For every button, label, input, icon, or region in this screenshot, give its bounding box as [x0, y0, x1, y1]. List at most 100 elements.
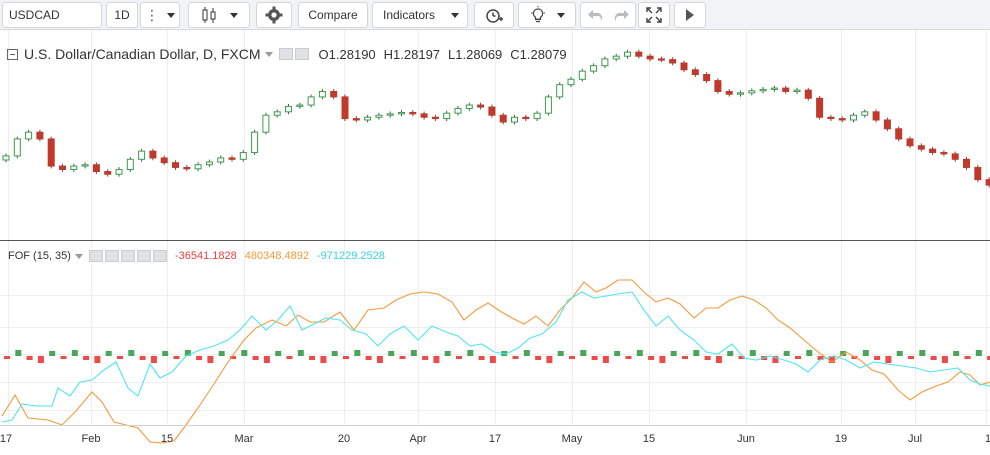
- histogram-bar: [218, 351, 225, 356]
- histogram-bar: [365, 356, 372, 360]
- candle-body: [115, 168, 123, 175]
- histogram-bar: [828, 356, 835, 363]
- histogram-bar: [749, 350, 756, 356]
- candle-body: [556, 84, 564, 98]
- candle-body: [917, 145, 925, 150]
- close-icon[interactable]: [152, 250, 167, 262]
- histogram-bar: [919, 350, 926, 356]
- histogram-bar: [614, 351, 621, 356]
- chevron-down-icon[interactable]: [74, 253, 83, 259]
- histogram-bar: [885, 356, 892, 363]
- open-label: O: [318, 46, 329, 62]
- candle-body: [567, 78, 575, 86]
- histogram-bar: [71, 350, 78, 356]
- candle-body: [454, 107, 462, 114]
- eye-icon[interactable]: [88, 250, 103, 262]
- histogram-bar: [117, 356, 123, 359]
- candle-body: [963, 158, 970, 168]
- chevron-down-icon[interactable]: [264, 51, 273, 57]
- histogram-bar: [580, 350, 587, 356]
- histogram-bar: [975, 350, 982, 356]
- undo-redo-group: [580, 2, 636, 28]
- gear-icon[interactable]: [294, 48, 309, 60]
- histogram-bar: [693, 350, 700, 356]
- histogram-bar: [569, 356, 575, 359]
- alert-button[interactable]: [474, 2, 514, 28]
- replay-button[interactable]: [674, 2, 706, 28]
- candle-body: [70, 165, 78, 170]
- time-axis[interactable]: 17 Feb 15 Mar 20 Apr 17 May 15 Jun 19 Jul 1: [0, 433, 990, 445]
- candle-body: [160, 157, 168, 164]
- fullscreen-icon: [646, 7, 662, 23]
- price-candles: [2, 49, 990, 188]
- histogram-bar: [456, 356, 462, 359]
- gear-icon[interactable]: [104, 250, 119, 262]
- time-axis-label: May: [562, 433, 583, 445]
- histogram-bar: [546, 356, 553, 363]
- redo-icon[interactable]: [614, 8, 630, 22]
- candle-body: [2, 155, 10, 161]
- histogram-bar: [806, 350, 813, 356]
- open-value: 1.28190: [328, 46, 376, 62]
- candle-body: [838, 118, 846, 121]
- fullscreen-button[interactable]: [638, 2, 670, 28]
- symbol-search-input[interactable]: USDCAD: [2, 2, 102, 28]
- candle-body: [262, 114, 270, 133]
- undo-icon[interactable]: [587, 8, 603, 22]
- histogram-bar: [128, 350, 135, 356]
- compare-button[interactable]: Compare: [298, 2, 368, 28]
- candle-body: [285, 105, 292, 113]
- lightbulb-icon: [531, 6, 545, 23]
- source-code-icon[interactable]: [120, 250, 135, 262]
- candle-body: [217, 157, 225, 163]
- chart-area[interactable]: 17 Feb 15 Mar 20 Apr 17 May 15 Jun 19 Jul 1 U.S. Dol…: [0, 30, 990, 455]
- candle-body: [872, 111, 880, 121]
- compare-label: Compare: [308, 8, 358, 22]
- candle-body: [477, 104, 485, 108]
- candle-body: [47, 138, 55, 167]
- candle-body: [612, 55, 620, 60]
- eye-icon[interactable]: [278, 48, 293, 60]
- histogram-bar: [591, 356, 598, 360]
- chart-style-button[interactable]: [188, 2, 250, 28]
- candle-body: [748, 90, 756, 94]
- candle-body: [770, 87, 778, 90]
- candle-body: [669, 59, 677, 64]
- chart-canvas[interactable]: 17 Feb 15 Mar 20 Apr 17 May 15 Jun 19 Jul 1: [0, 30, 990, 455]
- histogram-bar: [670, 351, 677, 356]
- candle-body: [307, 96, 315, 106]
- candle-body: [816, 97, 824, 118]
- indicator-value-cyan: -971229.2528: [316, 250, 385, 262]
- candle-body: [646, 55, 654, 60]
- idea-button[interactable]: [518, 2, 576, 28]
- histogram-bar: [602, 356, 609, 363]
- indicators-button[interactable]: Indicators: [372, 2, 468, 28]
- add-icon[interactable]: [136, 250, 151, 262]
- interval-button[interactable]: 1D: [106, 2, 138, 28]
- histogram-bar: [478, 356, 485, 360]
- collapse-icon[interactable]: [7, 48, 18, 60]
- close-label: C: [510, 46, 520, 62]
- candle-body: [578, 70, 586, 80]
- settings-button[interactable]: [256, 2, 292, 28]
- histogram-bar: [862, 350, 869, 356]
- indicator-value-red: -36541.1828: [174, 250, 237, 262]
- histogram-bar: [987, 356, 990, 360]
- histogram-bar: [343, 356, 349, 359]
- histogram-bar: [263, 356, 270, 363]
- candle-body: [488, 106, 496, 116]
- fof-orange-line: [1, 279, 990, 444]
- candle-body: [352, 118, 360, 121]
- candle-body: [36, 131, 44, 140]
- top-toolbar: USDCAD 1D ⋮ Compare Indicators: [0, 0, 990, 30]
- candle-body: [194, 164, 202, 170]
- chevron-down-icon: [230, 12, 238, 18]
- fof-cyan-line: [1, 291, 990, 423]
- histogram-bar: [297, 350, 304, 356]
- interval-dropdown-button[interactable]: ⋮: [140, 2, 180, 28]
- candle-body: [782, 87, 790, 92]
- histogram-bar: [162, 351, 169, 356]
- close-value: 1.28079: [519, 46, 567, 62]
- histogram-bar: [489, 356, 496, 363]
- fof-histogram: [4, 350, 990, 363]
